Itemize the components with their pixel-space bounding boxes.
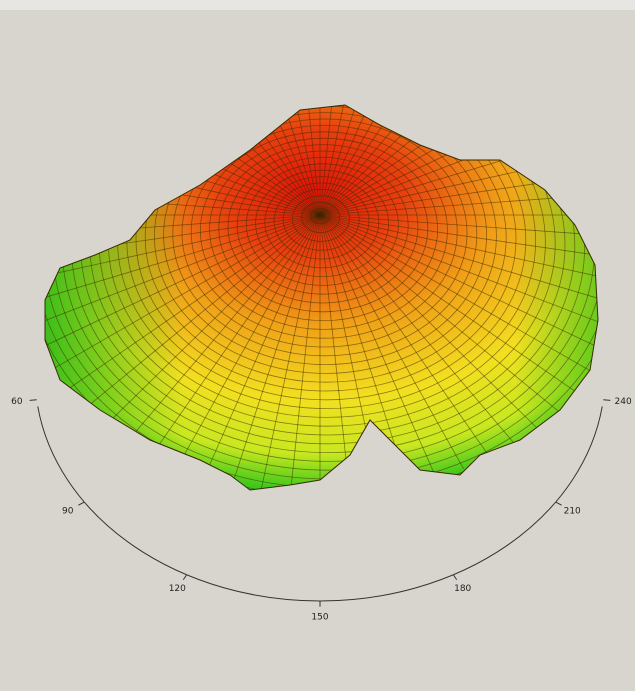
tick-mark [556,502,562,505]
tick-mark [78,502,84,505]
tick-label: 210 [564,506,581,516]
tick-mark [30,400,37,401]
surface-plot: 60 90 120 150 180 210 240 [0,0,635,687]
tick-mark [603,400,610,401]
top-strip [0,0,635,10]
tick-label: 180 [454,584,471,594]
tick-label: 120 [169,584,186,594]
tick-mark [183,575,186,580]
tick-label: 240 [615,397,632,407]
surface-shade [45,105,598,490]
surface [0,0,635,514]
tick-mark [453,575,456,580]
tick-label: 60 [11,397,23,407]
page: {"chart_data": {"type": "surface3d", "an… [0,0,635,687]
tick-label: 150 [311,612,328,622]
tick-label: 90 [62,506,74,516]
